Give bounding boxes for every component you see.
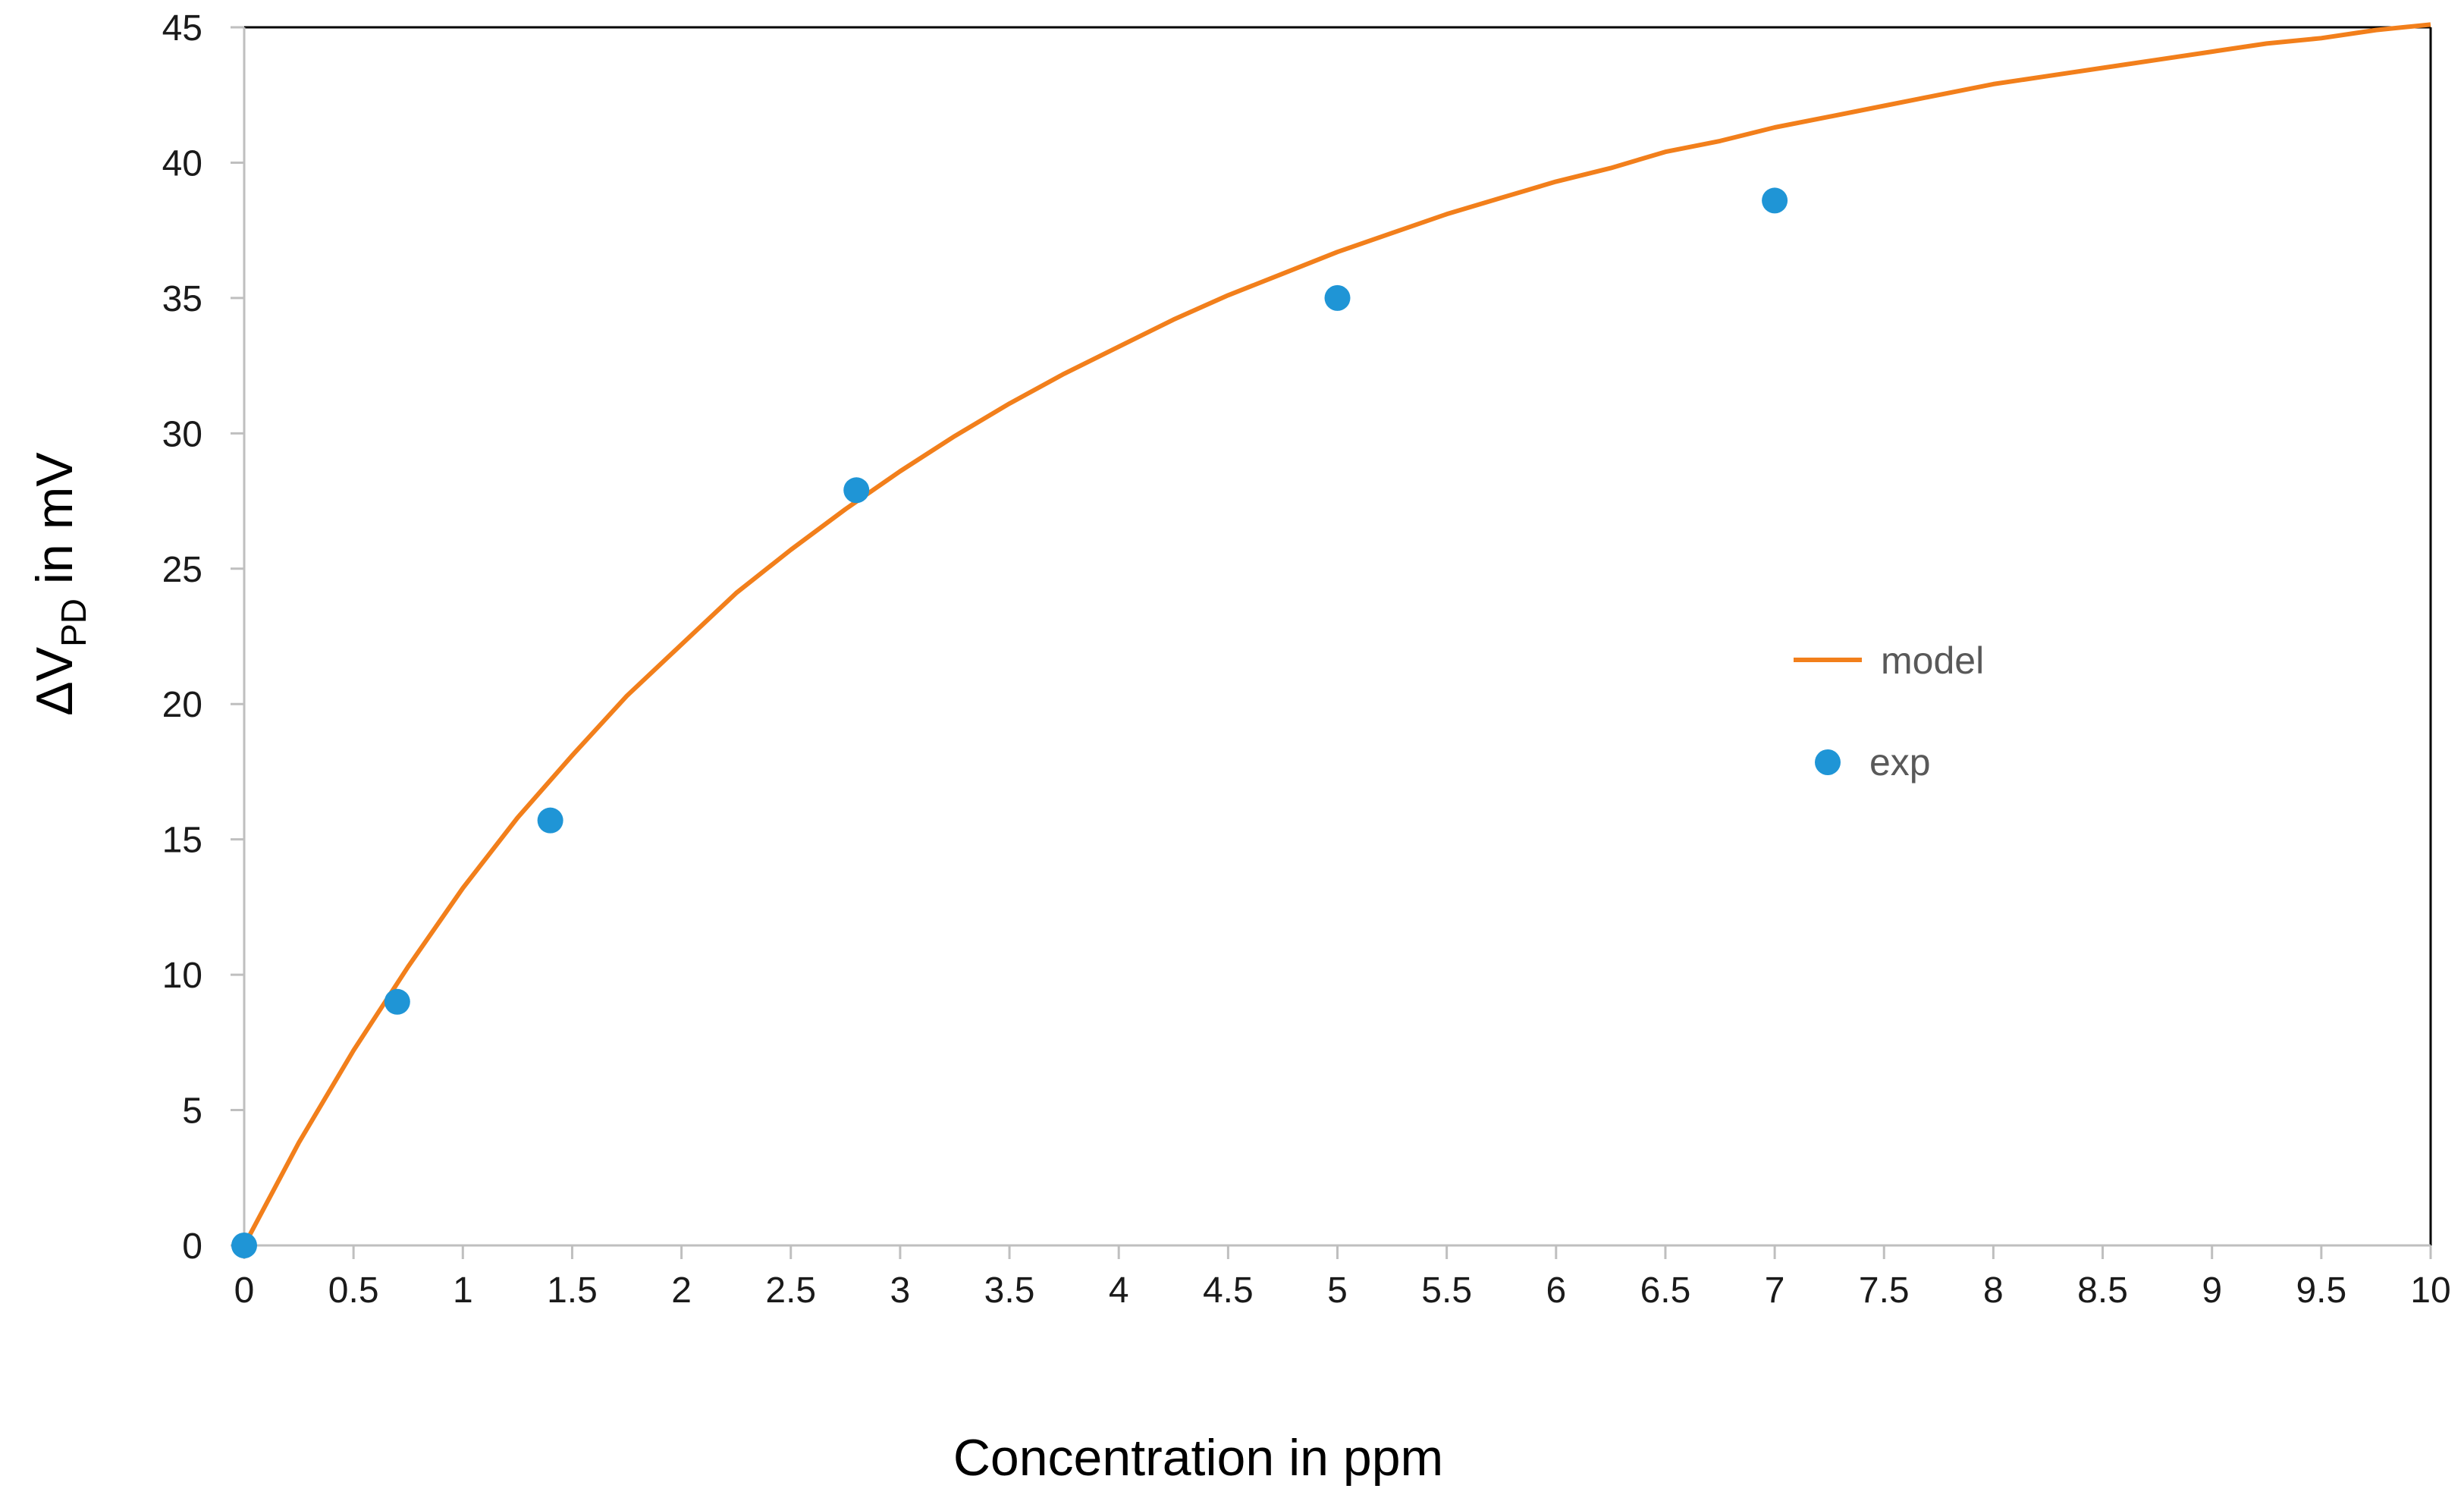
series-exp	[231, 187, 1788, 1258]
x-tick-label: 4	[1109, 1270, 1129, 1311]
x-tick-label: 7.5	[1859, 1270, 1910, 1311]
exp-point	[1324, 284, 1351, 311]
x-tick-label: 1.5	[547, 1270, 598, 1311]
exp-point	[231, 1233, 257, 1258]
x-axis-ticks: 0 0.5 1 1.5 2 2.5 3 3.5 4 4.5 5 5.5 6 6.5 7 7.5 8 8.5 9 9.5…	[234, 1245, 2451, 1311]
y-tick-label: 40	[162, 143, 202, 184]
x-tick-label: 0	[234, 1270, 255, 1311]
y-tick-label: 25	[162, 550, 202, 590]
x-axis-title: Concentration in ppm	[953, 1429, 1443, 1487]
x-tick-label: 5	[1327, 1270, 1348, 1311]
y-tick-label: 30	[162, 414, 202, 454]
x-tick-label: 4.5	[1203, 1270, 1254, 1311]
y-tick-label: 45	[162, 8, 202, 49]
x-tick-label: 3	[890, 1270, 911, 1311]
x-tick-label: 3.5	[984, 1270, 1035, 1311]
y-tick-label: 0	[182, 1226, 202, 1267]
y-axis-title-subscript: PD	[54, 598, 93, 647]
exp-point	[843, 477, 870, 504]
y-axis-title-prefix: ΔV	[26, 646, 83, 715]
legend: model exp	[1794, 639, 1984, 784]
y-tick-label: 35	[162, 279, 202, 319]
y-tick-label: 10	[162, 956, 202, 996]
x-tick-label: 8.5	[2077, 1270, 2128, 1311]
x-tick-label: 9	[2202, 1270, 2222, 1311]
x-tick-label: 2	[671, 1270, 692, 1311]
y-axis-title-suffix: in mV	[26, 452, 83, 598]
y-tick-label: 5	[182, 1091, 202, 1132]
x-tick-label: 7	[1765, 1270, 1785, 1311]
exp-point	[1762, 187, 1788, 214]
x-tick-label: 5.5	[1421, 1270, 1472, 1311]
exp-point	[537, 807, 563, 834]
exp-point	[384, 988, 410, 1015]
series-model	[242, 22, 2431, 1247]
x-tick-label: 6.5	[1640, 1270, 1691, 1311]
x-tick-label: 1	[453, 1270, 473, 1311]
x-tick-label: 6	[1546, 1270, 1566, 1311]
y-tick-label: 15	[162, 821, 202, 861]
model-line	[242, 22, 2431, 1247]
legend-exp-marker	[1815, 749, 1841, 775]
legend-exp-label: exp	[1869, 741, 1931, 784]
legend-model-label: model	[1881, 639, 1984, 682]
x-tick-label: 10	[2410, 1270, 2450, 1311]
x-tick-label: 0.5	[328, 1270, 379, 1311]
x-tick-label: 9.5	[2296, 1270, 2346, 1311]
y-axis-title: ΔVPD in mV	[26, 452, 93, 716]
x-tick-label: 2.5	[765, 1270, 816, 1311]
x-tick-label: 8	[1983, 1270, 2004, 1311]
y-tick-label: 20	[162, 685, 202, 725]
y-axis-ticks: 0 5 10 15 20 25 30 35 40 45	[162, 8, 244, 1267]
